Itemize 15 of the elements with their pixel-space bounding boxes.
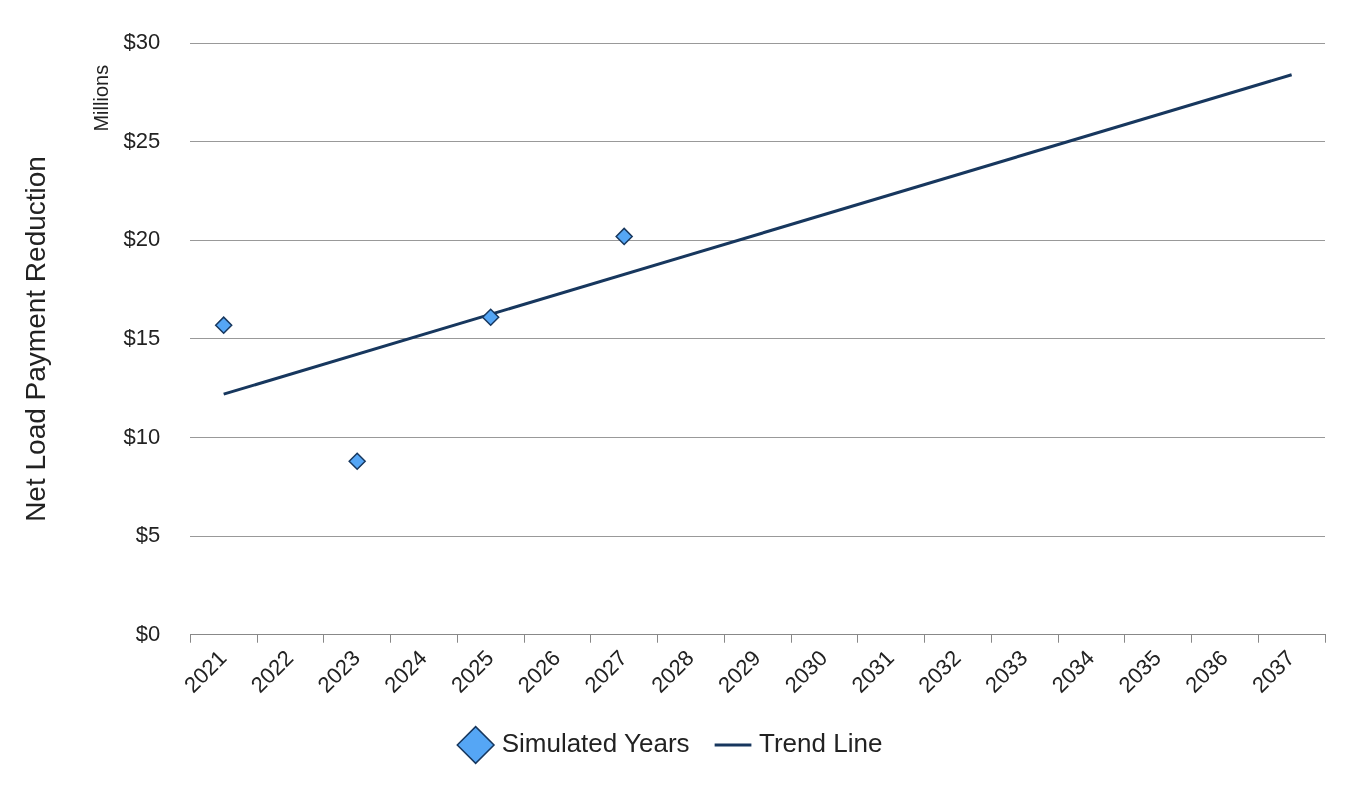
y-tick-label: $0 [135,620,161,646]
y-tick-label: $25 [123,127,161,153]
point [481,308,500,327]
y-tick-label: $15 [123,325,161,351]
legend-label: Simulated Years [501,728,690,759]
point [615,227,633,246]
point [214,316,233,334]
y-tick-label: $20 [123,226,161,252]
y-axis-title: Net Load Payment Reduction [19,156,51,522]
y-tick-label: $30 [123,29,161,55]
legend-label: Trend Line [759,728,883,759]
y-tick-label: $5 [135,522,161,548]
point [348,452,366,470]
y-tick-label: $10 [123,423,161,449]
text: Millions [89,64,112,132]
